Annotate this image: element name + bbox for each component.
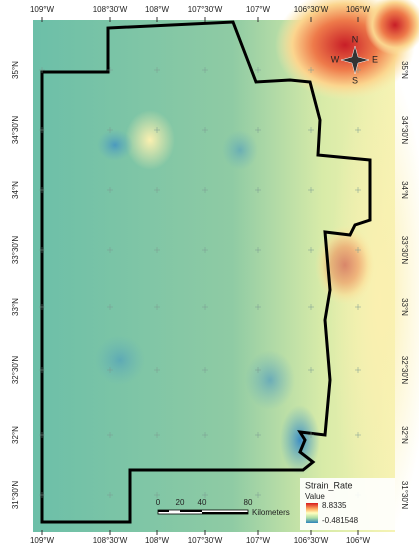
longitude-label: 107°30'W [188, 536, 223, 545]
compass-n: N [352, 34, 359, 44]
latitude-label: 34°30'N [400, 116, 409, 145]
compass: N S E W [331, 34, 378, 85]
longitude-label: 108°30'W [93, 536, 128, 545]
longitude-label: 108°30'W [93, 5, 128, 14]
scale-tick-label: 0 [156, 498, 161, 507]
latitude-label: 33°N [400, 298, 409, 316]
latitude-label: 35°N [11, 61, 20, 79]
scale-tick-label: 40 [198, 498, 207, 507]
latitude-label: 32°30'N [400, 356, 409, 385]
latitude-label: 32°N [11, 426, 20, 444]
longitude-label: 109°W [30, 536, 55, 545]
latitude-label: 31°30'N [11, 481, 20, 510]
latitude-label: 33°30'N [11, 236, 20, 265]
coordinate-labels: 109°W 109°W 108°30'W 108°30'W 108°W 108°W 107°… [11, 5, 409, 545]
latitude-label: 32°N [400, 426, 409, 444]
latitude-label: 34°N [11, 181, 20, 199]
compass-s: S [352, 75, 358, 85]
latitude-label: 35°N [400, 61, 409, 79]
longitude-label: 108°W [145, 5, 170, 14]
longitude-label: 106°30'W [294, 5, 329, 14]
latitude-label: 32°30'N [11, 356, 20, 385]
boundary [40, 20, 372, 524]
latitude-label: 31°30'N [400, 481, 409, 510]
longitude-label: 106°W [346, 5, 371, 14]
longitude-label: 107°W [246, 5, 271, 14]
scale-tick-label: 20 [176, 498, 185, 507]
scale-bar: 0 20 40 80 Kilometers [156, 498, 290, 517]
latitude-label: 34°N [400, 181, 409, 199]
legend-max: 8.8335 [322, 501, 347, 510]
longitude-label: 106°30'W [294, 536, 329, 545]
legend: Strain_Rate Value 8.8335 -0.481548 [300, 478, 395, 530]
legend-min: -0.481548 [322, 516, 359, 525]
latitude-label: 33°N [11, 298, 20, 316]
legend-subtitle: Value [305, 492, 325, 501]
raster [33, 0, 419, 540]
compass-w: W [331, 54, 340, 64]
graticule [39, 17, 361, 535]
compass-e: E [372, 54, 378, 64]
longitude-label: 109°W [30, 5, 55, 14]
longitude-label: 107°W [246, 536, 271, 545]
scale-unit: Kilometers [252, 508, 290, 517]
scale-tick-label: 80 [244, 498, 253, 507]
latitude-label: 33°30'N [400, 236, 409, 265]
latitude-label: 34°30'N [11, 116, 20, 145]
longitude-label: 108°W [145, 536, 170, 545]
longitude-label: 107°30'W [188, 5, 223, 14]
longitude-label: 106°W [346, 536, 371, 545]
legend-title: Strain_Rate [305, 480, 353, 490]
